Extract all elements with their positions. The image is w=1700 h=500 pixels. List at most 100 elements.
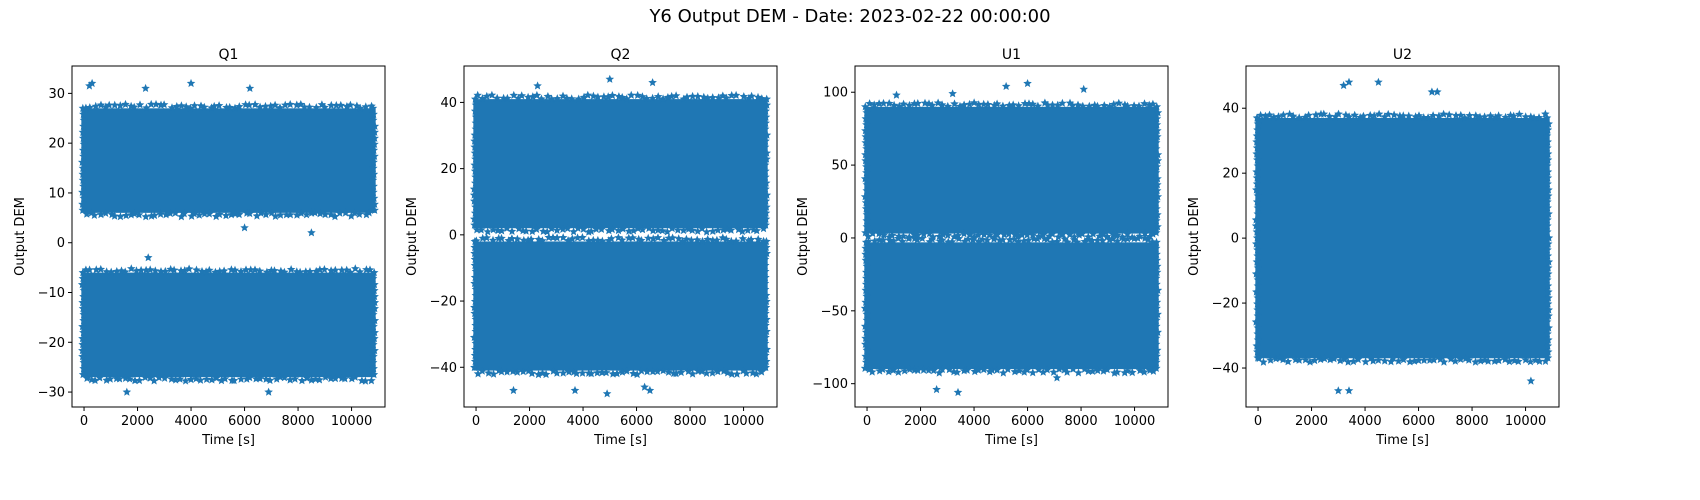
star-marker bbox=[1048, 237, 1057, 246]
star-marker bbox=[894, 231, 904, 240]
y-tick-label: −40 bbox=[1212, 362, 1239, 377]
star-marker bbox=[1129, 101, 1139, 110]
data-band bbox=[864, 242, 1159, 370]
star-marker bbox=[634, 234, 643, 243]
star-marker bbox=[861, 204, 871, 213]
star-marker bbox=[91, 101, 100, 110]
star-marker bbox=[115, 374, 124, 383]
x-axis-label: Time [s] bbox=[1375, 433, 1429, 448]
star-marker bbox=[1114, 98, 1124, 107]
star-marker bbox=[1350, 110, 1359, 119]
star-marker bbox=[96, 210, 106, 219]
star-marker bbox=[245, 373, 254, 382]
star-marker bbox=[79, 316, 88, 325]
star-marker bbox=[593, 92, 603, 101]
star-marker bbox=[708, 368, 717, 377]
star-marker bbox=[861, 255, 871, 264]
star-marker bbox=[998, 235, 1008, 244]
star-marker bbox=[79, 358, 88, 367]
star-marker bbox=[1521, 112, 1530, 121]
star-marker bbox=[321, 372, 330, 381]
y-tick-label: −10 bbox=[38, 286, 65, 301]
star-marker bbox=[1395, 111, 1405, 120]
band-fringe bbox=[469, 233, 771, 379]
star-marker bbox=[586, 369, 596, 378]
star-marker bbox=[924, 365, 933, 374]
star-marker bbox=[367, 376, 376, 385]
star-marker bbox=[236, 267, 246, 276]
star-marker bbox=[865, 99, 874, 108]
star-marker bbox=[1534, 113, 1544, 122]
star-marker bbox=[220, 374, 230, 383]
star-marker bbox=[653, 367, 662, 376]
star-marker bbox=[351, 264, 360, 273]
star-marker bbox=[78, 205, 88, 214]
star-marker bbox=[230, 209, 240, 218]
star-marker bbox=[469, 184, 479, 193]
star-marker bbox=[752, 369, 761, 378]
star-marker bbox=[347, 374, 357, 383]
x-tick-label: 8000 bbox=[1456, 414, 1489, 429]
star-marker bbox=[1152, 249, 1161, 258]
star-marker bbox=[355, 209, 364, 218]
star-marker bbox=[370, 298, 380, 307]
star-marker bbox=[472, 225, 482, 234]
star-marker bbox=[370, 133, 379, 142]
star-marker bbox=[1543, 227, 1552, 236]
star-marker bbox=[1252, 233, 1262, 242]
x-tick-label: 0 bbox=[863, 414, 871, 429]
star-marker bbox=[280, 267, 289, 276]
data-point bbox=[245, 83, 255, 92]
data-band bbox=[473, 241, 768, 371]
x-axis-label: Time [s] bbox=[201, 433, 255, 448]
star-marker bbox=[130, 376, 140, 385]
star-marker bbox=[1274, 112, 1283, 121]
star-marker bbox=[1045, 231, 1054, 240]
star-marker bbox=[1123, 229, 1132, 238]
star-marker bbox=[1476, 356, 1485, 365]
star-marker bbox=[676, 368, 686, 377]
star-marker bbox=[761, 106, 770, 115]
star-marker bbox=[337, 265, 347, 274]
star-marker bbox=[1057, 230, 1067, 239]
star-marker bbox=[1153, 309, 1162, 318]
band-fringe bbox=[77, 264, 380, 385]
star-marker bbox=[861, 114, 871, 123]
star-marker bbox=[271, 211, 280, 220]
star-marker bbox=[578, 233, 587, 242]
star-marker bbox=[879, 230, 889, 239]
star-marker bbox=[712, 235, 722, 244]
star-marker bbox=[1353, 355, 1363, 364]
star-marker bbox=[990, 100, 999, 109]
star-marker bbox=[762, 148, 771, 157]
star-marker bbox=[679, 94, 689, 103]
star-marker bbox=[1252, 149, 1261, 158]
star-marker bbox=[598, 236, 607, 245]
star-marker bbox=[1544, 239, 1553, 248]
star-marker bbox=[747, 91, 756, 100]
star-marker bbox=[761, 303, 771, 312]
subplot-title: U2 bbox=[1393, 47, 1412, 63]
star-marker bbox=[862, 180, 872, 189]
star-marker bbox=[723, 368, 732, 377]
star-marker bbox=[1369, 111, 1379, 120]
star-marker bbox=[762, 154, 771, 163]
star-marker bbox=[761, 273, 770, 282]
star-marker bbox=[87, 208, 96, 217]
star-marker bbox=[230, 265, 240, 274]
star-marker bbox=[470, 303, 479, 312]
star-marker bbox=[593, 235, 603, 244]
star-marker bbox=[369, 145, 379, 154]
star-marker bbox=[154, 373, 164, 382]
star-marker bbox=[370, 292, 379, 301]
star-marker bbox=[315, 209, 325, 218]
star-marker bbox=[79, 115, 89, 124]
star-marker bbox=[970, 367, 980, 376]
star-marker bbox=[1253, 299, 1262, 308]
star-marker bbox=[369, 268, 379, 277]
star-marker bbox=[959, 229, 969, 238]
star-marker bbox=[928, 232, 938, 241]
star-marker bbox=[141, 212, 151, 221]
star-marker bbox=[762, 100, 772, 109]
star-marker bbox=[959, 100, 969, 109]
